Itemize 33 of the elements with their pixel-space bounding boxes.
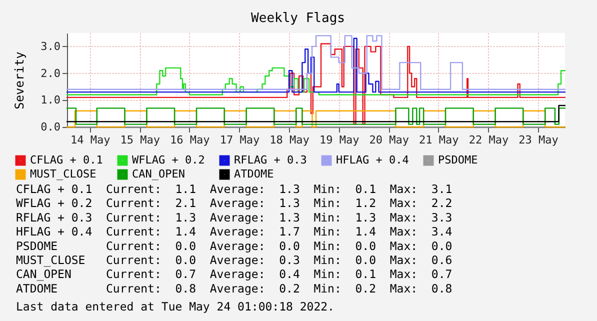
x-tick-label: 18 May — [270, 134, 310, 146]
y-tick-label: 0.0 — [40, 120, 60, 134]
text: CFLAG + 0.1 Current: 1.1 Average: 1.3 Min: 0.1 Max: 3.1 — [16, 182, 452, 196]
legend-label: PSDOME — [438, 154, 478, 166]
legend-label: ATDOME — [234, 168, 274, 180]
text: HFLAG + 0.4 Current: 1.4 Average: 1.7 Min: 1.4 Max: 3.4 — [16, 224, 452, 239]
x-tick-label: 14 May — [70, 134, 111, 146]
text: ATDOME Current: 0.8 Average: 0.2 Min: 0.2 Max: 0.8 — [16, 281, 452, 296]
x-tick-label: 20 May — [369, 134, 410, 146]
legend-label: WFLAG + 0.2 — [132, 154, 205, 166]
legend-label: CFLAG + 0.1 — [30, 154, 103, 166]
x-tick-label: 21 May — [419, 134, 460, 146]
text: WFLAG + 0.2 Current: 2.1 Average: 1.3 Min: 1.2 Max: 2.2 — [16, 196, 452, 210]
legend-label: HFLAG + 0.4 — [336, 154, 410, 166]
y-tick-label: 2.0 — [40, 66, 60, 80]
y-axis-title: Severity — [12, 52, 27, 110]
y-tick-label: 1.0 — [40, 94, 60, 107]
legend-label: RFLAG + 0.3 — [234, 154, 307, 166]
text: CAN_OPEN Current: 0.7 Average: 0.4 Min: 0.1 Max: 0.7 — [16, 267, 452, 282]
text: RFLAG + 0.3 Current: 1.3 Average: 1.3 Min: 1.3 Max: 3.3 — [16, 210, 452, 224]
legend-label: CAN_OPEN — [132, 168, 185, 180]
y-tick-label: 3.0 — [40, 40, 60, 53]
x-tick-label: 17 May — [220, 134, 260, 146]
text: Last data entered at Tue May 24 01:00:18 2022. — [16, 300, 334, 314]
x-tick-label: 16 May — [170, 134, 210, 146]
x-tick-label: 19 May — [319, 134, 360, 146]
x-tick-label: 22 May — [468, 134, 509, 146]
x-tick-label: 23 May — [518, 134, 559, 146]
text: MUST_CLOSE Current: 0.0 Average: 0.3 Min: 0.0 Max: 0.6 — [16, 253, 452, 267]
x-tick-label: 15 May — [120, 134, 160, 146]
text: PSDOME Current: 0.0 Average: 0.0 Min: 0.0 Max: 0.0 — [16, 238, 452, 253]
chart-title: Weekly Flags — [251, 11, 345, 26]
legend-label: MUST_CLOSE — [30, 168, 96, 180]
